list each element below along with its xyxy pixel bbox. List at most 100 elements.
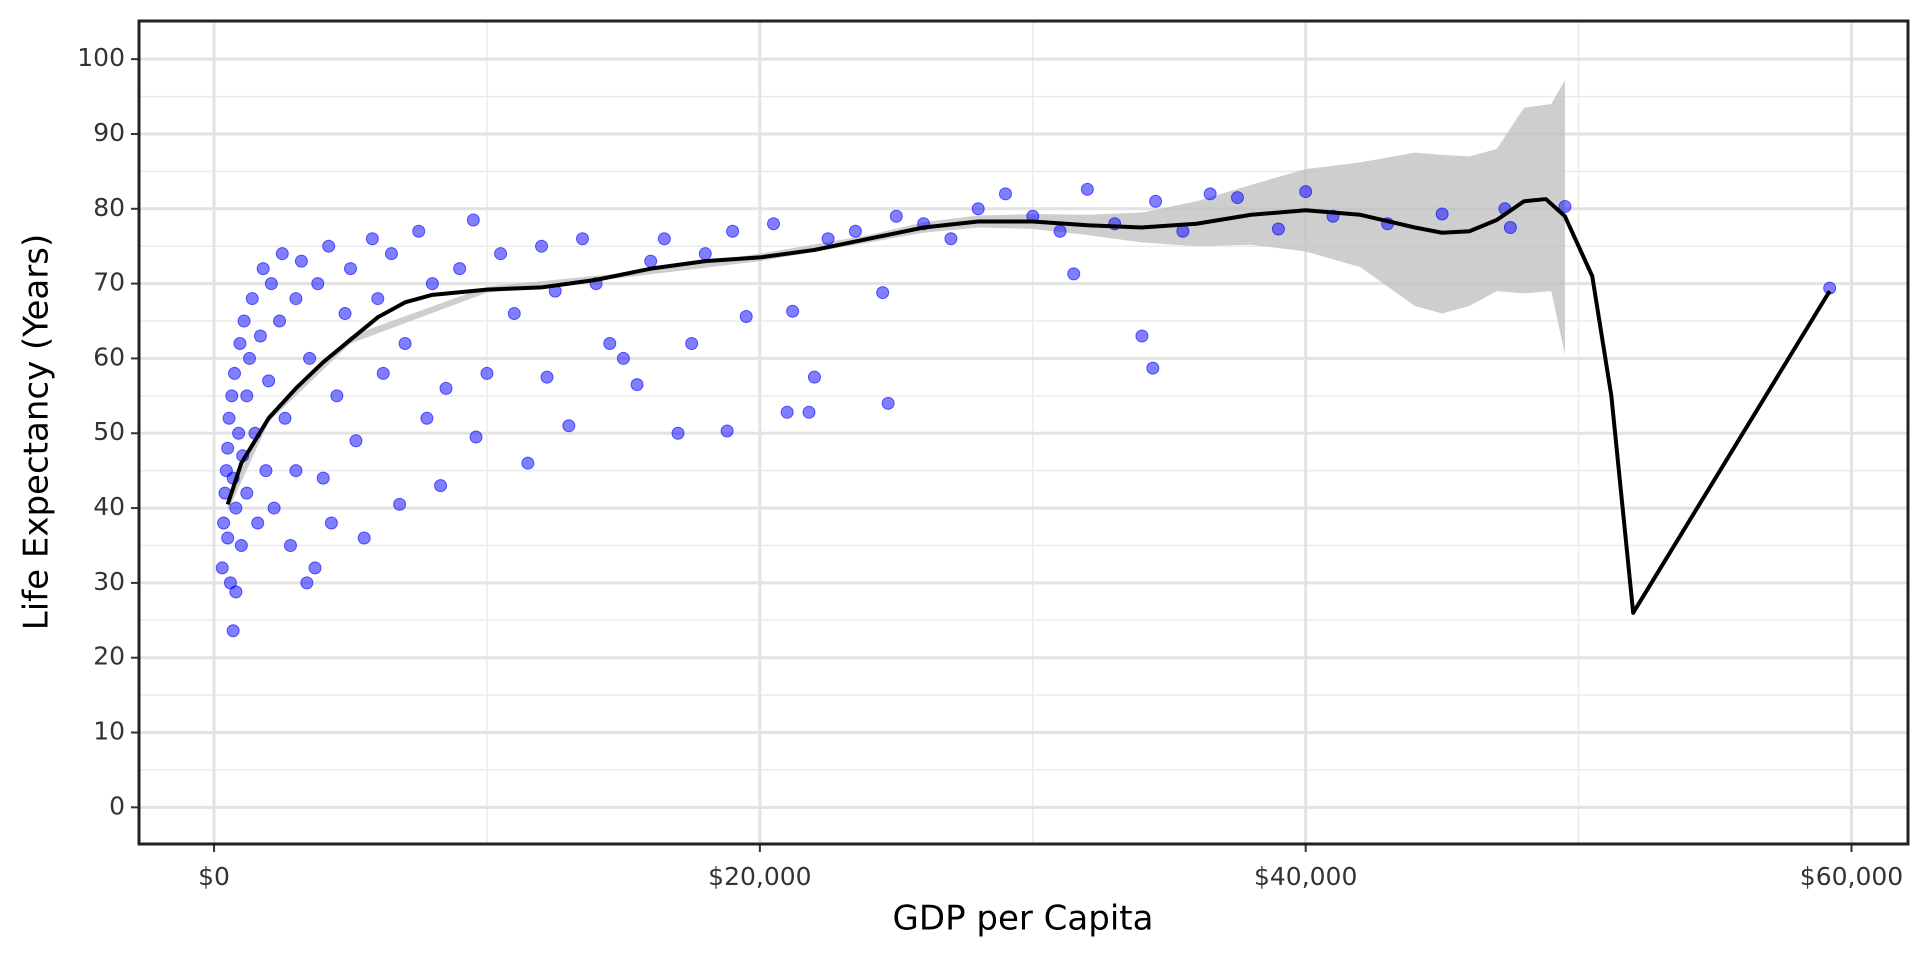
- point: [535, 239, 549, 253]
- point: [226, 624, 240, 638]
- point: [289, 464, 303, 478]
- point: [821, 232, 835, 246]
- y-tick-label: 0: [109, 791, 125, 820]
- point: [889, 209, 903, 223]
- point: [507, 307, 521, 321]
- y-axis-title: Life Expectancy (Years): [17, 234, 57, 630]
- point: [357, 531, 371, 545]
- point: [234, 538, 248, 552]
- y-tick-label: 10: [93, 717, 125, 746]
- x-tick-label: $60,000: [1800, 862, 1903, 891]
- point: [540, 370, 554, 384]
- point: [393, 497, 407, 511]
- panel-border: [137, 19, 1910, 846]
- point: [229, 585, 243, 599]
- point: [726, 224, 740, 238]
- point: [259, 464, 273, 478]
- point: [275, 247, 289, 261]
- point: [876, 286, 890, 300]
- point: [1435, 207, 1449, 221]
- point: [1067, 267, 1081, 281]
- grid: $0 $20,000 $40,000 $60,000 0 10 20 30 40 50 60 70 80…: [77, 21, 1908, 891]
- point: [289, 292, 303, 306]
- point: [1558, 200, 1572, 214]
- point: [240, 486, 254, 500]
- point: [237, 314, 251, 328]
- point: [215, 561, 229, 575]
- point: [971, 202, 985, 216]
- point: [439, 381, 453, 395]
- point: [521, 456, 535, 470]
- point: [1135, 329, 1149, 343]
- point: [278, 411, 292, 425]
- point: [562, 419, 576, 433]
- y-tick-label: 80: [93, 193, 125, 222]
- point: [349, 434, 363, 448]
- x-tick-label: $0: [198, 862, 230, 891]
- point: [1271, 222, 1285, 236]
- x-axis-title: GDP per Capita: [893, 899, 1154, 939]
- point: [217, 516, 231, 530]
- marks: [215, 80, 1837, 638]
- y-tick-label: 20: [93, 642, 125, 671]
- point: [322, 239, 336, 253]
- point: [222, 411, 236, 425]
- point: [338, 307, 352, 321]
- point: [294, 254, 308, 268]
- point: [780, 405, 794, 419]
- y-tick-label: 70: [93, 268, 125, 297]
- point: [1080, 182, 1094, 196]
- point: [232, 426, 246, 440]
- y-tick-label: 30: [93, 567, 125, 596]
- point: [1146, 361, 1160, 375]
- point: [229, 501, 243, 515]
- point: [739, 310, 753, 324]
- y-tick-label: 40: [93, 492, 125, 521]
- point: [1149, 194, 1163, 208]
- point: [398, 336, 412, 350]
- point: [221, 441, 235, 455]
- point: [267, 501, 281, 515]
- y-tick-label: 50: [93, 417, 125, 446]
- point: [308, 561, 322, 575]
- point: [412, 224, 426, 238]
- point: [802, 405, 816, 419]
- point: [233, 336, 247, 350]
- point: [685, 336, 699, 350]
- point: [376, 366, 390, 380]
- point: [245, 292, 259, 306]
- point: [1176, 224, 1190, 238]
- point: [657, 232, 671, 246]
- point: [300, 576, 314, 590]
- point: [469, 430, 483, 444]
- point: [365, 232, 379, 246]
- point: [1503, 220, 1517, 234]
- point: [1053, 224, 1067, 238]
- point: [324, 516, 338, 530]
- point: [303, 351, 317, 365]
- y-tick-label: 90: [93, 118, 125, 147]
- point: [698, 247, 712, 261]
- point: [1230, 191, 1244, 205]
- point: [944, 232, 958, 246]
- point: [384, 247, 398, 261]
- point: [311, 277, 325, 291]
- smooth-line: [225, 197, 1832, 615]
- point: [262, 374, 276, 388]
- x-tick-label: $40,000: [1254, 862, 1357, 891]
- point: [786, 304, 800, 318]
- point: [603, 336, 617, 350]
- point: [225, 389, 239, 403]
- point: [420, 411, 434, 425]
- point: [494, 247, 508, 261]
- y-tick-label: 100: [77, 43, 125, 72]
- x-tick-label: $20,000: [708, 862, 811, 891]
- point: [228, 366, 242, 380]
- point: [881, 396, 895, 410]
- point: [253, 329, 267, 343]
- point: [221, 531, 235, 545]
- point: [371, 292, 385, 306]
